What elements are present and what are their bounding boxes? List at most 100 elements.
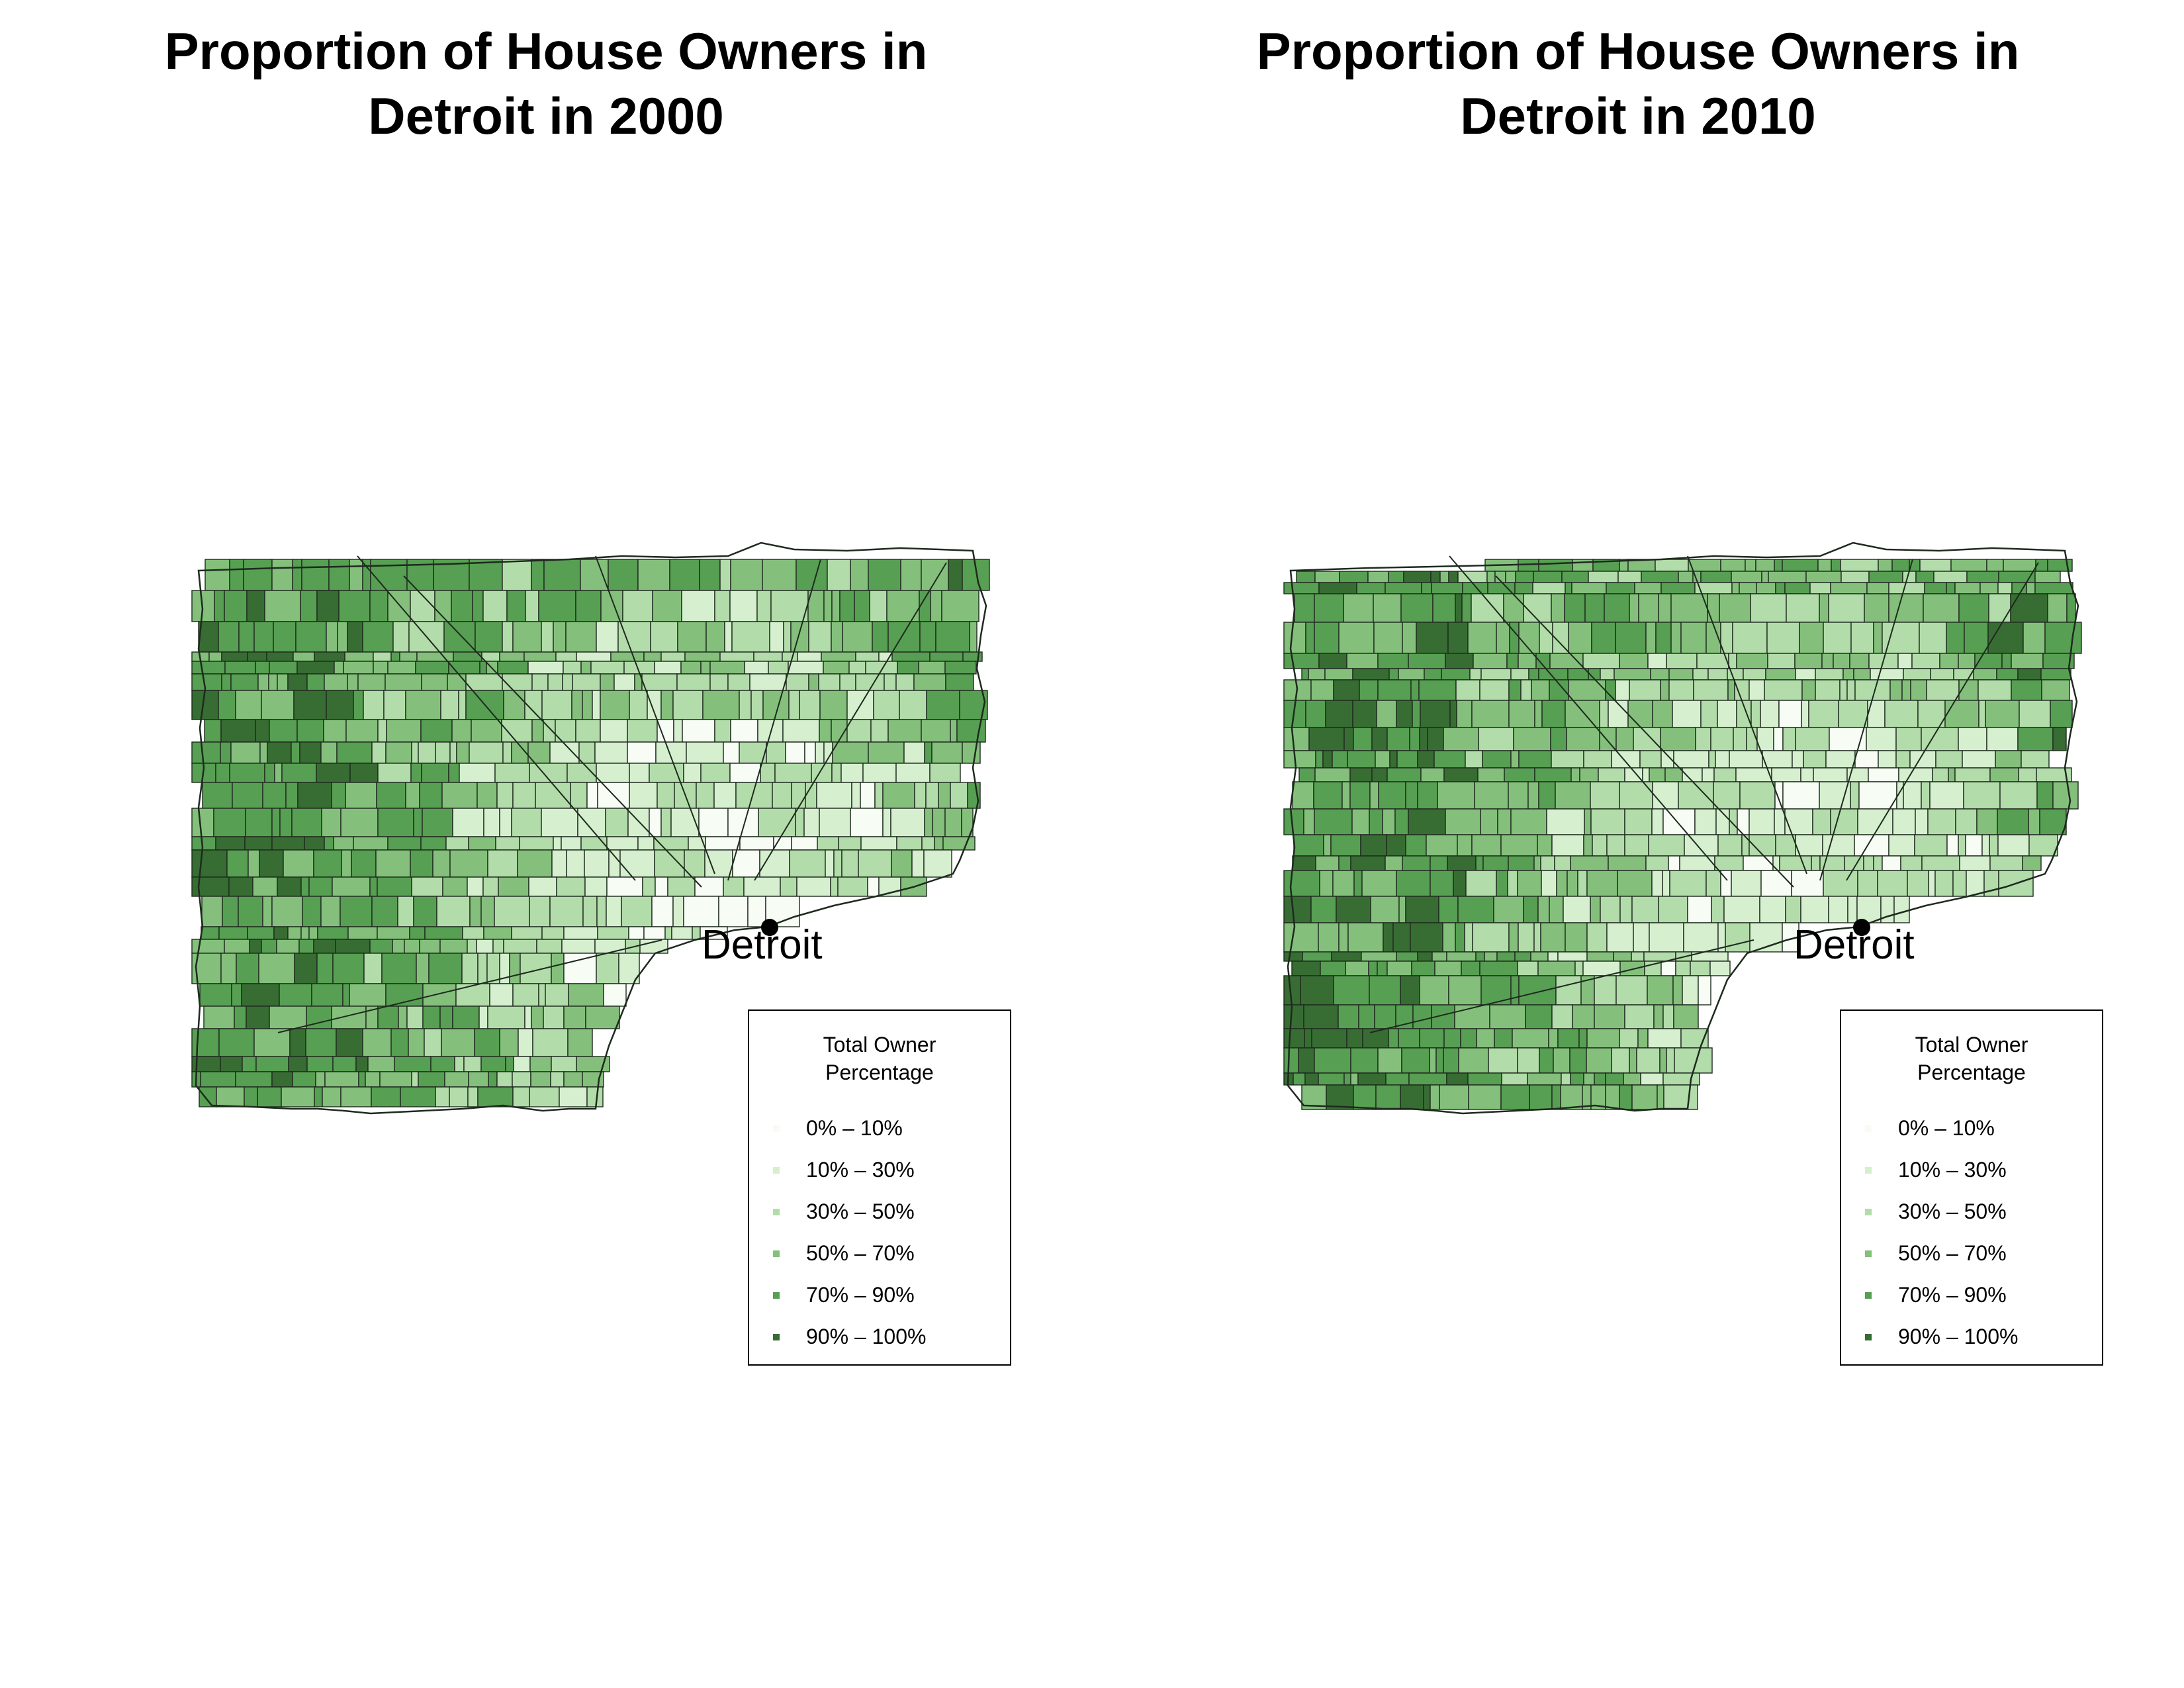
census-tract: [850, 559, 869, 591]
census-tract: [565, 621, 597, 653]
census-tract: [273, 621, 296, 653]
census-tract: [2052, 781, 2079, 810]
census-tract: [1352, 700, 1377, 728]
census-tract: [535, 782, 571, 809]
census-tract: [608, 849, 621, 878]
census-tract: [1882, 855, 1901, 871]
census-tract: [271, 808, 281, 837]
census-tract: [1385, 1072, 1410, 1086]
legend-swatch: [773, 1333, 780, 1340]
census-tract: [1958, 727, 1987, 751]
census-tract: [347, 673, 359, 691]
census-tract: [304, 836, 325, 851]
census-tract: [449, 741, 457, 764]
census-tract: [1600, 668, 1615, 680]
census-tract: [1517, 870, 1542, 897]
census-tract: [1624, 1004, 1655, 1029]
census-tract: [1343, 593, 1374, 623]
census-tract: [1546, 808, 1585, 835]
census-tract: [499, 1028, 519, 1057]
census-tract: [1619, 896, 1633, 923]
census-tract: [1915, 808, 1929, 835]
census-tract: [336, 1028, 363, 1057]
census-tract: [1999, 781, 2038, 810]
census-tract: [1507, 870, 1518, 897]
census-tract: [1952, 870, 1967, 897]
census-tract: [483, 808, 500, 837]
census-tract: [529, 896, 551, 927]
census-tract: [627, 741, 657, 764]
census-tract: [387, 836, 422, 851]
census-tract: [1305, 700, 1326, 728]
census-tract: [723, 876, 745, 897]
census-tract: [400, 1086, 436, 1107]
census-tract: [1863, 855, 1874, 871]
census-tract: [774, 763, 812, 783]
census-tract: [1895, 750, 1911, 769]
census-tract: [1489, 1004, 1526, 1029]
census-tract: [293, 651, 315, 662]
census-tract: [1584, 808, 1592, 835]
census-tract: [267, 741, 292, 764]
census-tract: [1815, 679, 1841, 701]
census-tract: [442, 876, 468, 897]
census-tract: [1333, 975, 1370, 1006]
census-tract: [1561, 571, 1589, 583]
census-tract: [1652, 700, 1673, 728]
census-tract: [797, 651, 822, 662]
census-tract: [1510, 750, 1520, 769]
census-tract: [1396, 870, 1431, 897]
census-tract: [191, 876, 230, 897]
census-tract: [487, 849, 518, 878]
census-tract: [1405, 781, 1418, 810]
census-tract: [969, 621, 978, 653]
census-tract: [538, 983, 546, 1007]
census-tract: [365, 1071, 381, 1088]
census-tract: [2019, 700, 2051, 728]
census-tract: [320, 896, 341, 927]
census-tract: [1649, 767, 1666, 782]
census-tract: [351, 849, 377, 878]
census-tract: [477, 953, 488, 984]
census-tract: [1882, 622, 1920, 654]
census-tract: [2052, 727, 2067, 751]
census-tract: [553, 621, 567, 653]
census-tract: [570, 782, 588, 809]
census-tract: [215, 763, 230, 783]
census-tract: [1775, 582, 1786, 594]
census-tract: [1342, 781, 1351, 810]
census-tract: [221, 651, 248, 662]
census-tract: [606, 876, 643, 897]
census-tract: [789, 849, 826, 878]
census-tract: [1755, 559, 1775, 572]
census-tract: [1586, 870, 1618, 897]
census-tract: [218, 1028, 255, 1057]
census-tract: [371, 896, 398, 927]
census-tract: [1839, 679, 1848, 701]
census-tract: [517, 849, 553, 878]
census-tract: [1405, 896, 1439, 923]
census-tract: [1958, 593, 1989, 623]
census-tract: [324, 1071, 359, 1088]
census-tract: [1779, 855, 1812, 871]
census-tract: [2028, 808, 2040, 835]
census-tract: [723, 741, 740, 764]
census-tract: [524, 1006, 532, 1029]
census-tract: [1606, 922, 1634, 953]
city-boundary: [195, 541, 987, 1115]
census-tract: [654, 661, 682, 675]
census-tract: [550, 1071, 565, 1088]
census-tract: [1296, 571, 1316, 583]
census-tract: [714, 590, 731, 622]
census-tract: [672, 690, 704, 720]
census-tracts: [191, 559, 990, 1107]
census-tract: [735, 782, 773, 809]
legend-item: 90% – 100%: [1841, 1316, 2102, 1358]
census-tract: [1725, 922, 1751, 953]
census-tract: [1903, 781, 1922, 810]
census-tract: [1484, 951, 1498, 962]
legend-swatch: [1865, 1291, 1872, 1299]
census-tract: [1954, 582, 1981, 594]
census-tract: [924, 741, 933, 764]
city-label: Detroit: [1794, 922, 1915, 968]
